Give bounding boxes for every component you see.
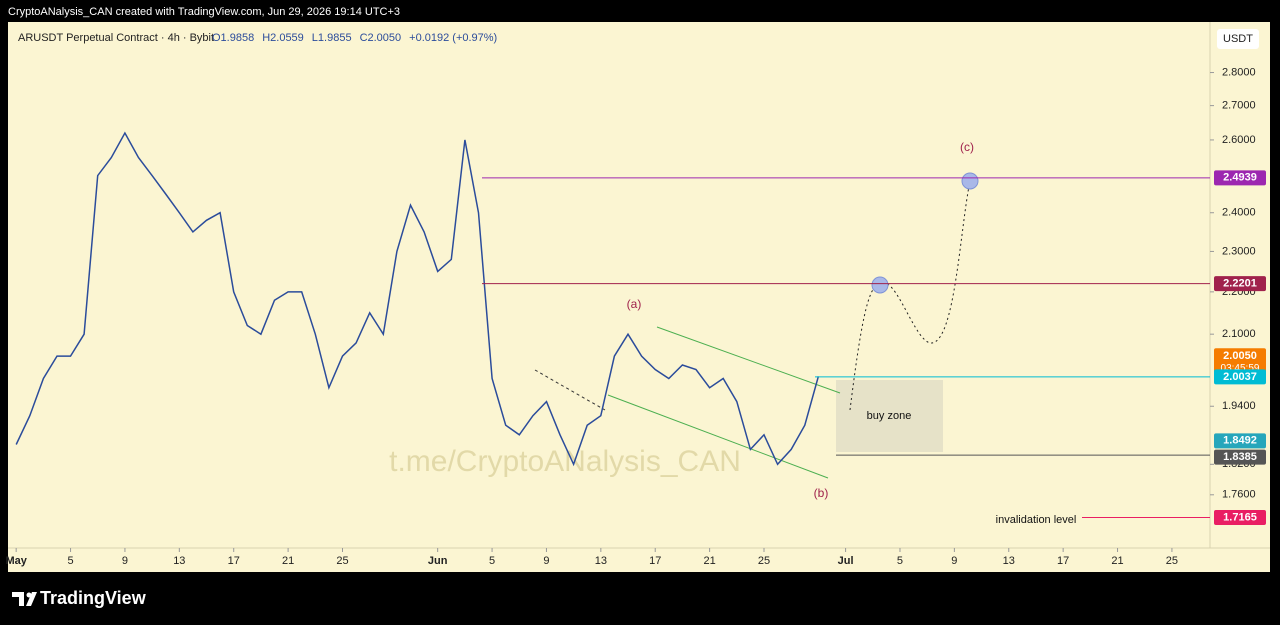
y-tick-label: 2.6000	[1222, 134, 1256, 146]
x-tick-label: 5	[67, 555, 73, 567]
x-tick-label: 21	[703, 555, 715, 567]
annotation: (c)	[960, 140, 974, 154]
price-label: 2.2201	[1223, 277, 1257, 289]
price-label-box	[1214, 369, 1266, 385]
footer-logo: TradingView	[40, 588, 147, 608]
annotation: invalidation level	[996, 514, 1077, 526]
currency: USDT	[1223, 33, 1253, 45]
x-tick-label: 9	[122, 555, 128, 567]
price-label: 1.8385	[1223, 451, 1257, 463]
price-label: 2.0037	[1223, 371, 1257, 383]
price-label: 1.8492	[1223, 435, 1257, 447]
annotation: (b)	[814, 486, 829, 500]
ohlc-legend: O1.9858 H2.0559 L1.9855 C2.0050 +0.0192 (+0.…	[212, 32, 497, 44]
x-tick-label: 25	[336, 555, 348, 567]
price-label: 2.0050	[1223, 350, 1257, 362]
ohlc-value: O1.9858	[212, 32, 254, 44]
x-tick-label: 17	[649, 555, 661, 567]
price-label: 1.7165	[1223, 511, 1257, 523]
x-tick-label: 5	[897, 555, 903, 567]
channel-line	[607, 394, 829, 479]
footer-bar	[0, 572, 1280, 625]
x-tick-label: 25	[1166, 555, 1178, 567]
y-tick-label: 2.4000	[1222, 207, 1256, 219]
y-tick-label: 2.7000	[1222, 100, 1256, 112]
header: CryptoANalysis_CAN created with TradingV…	[8, 6, 400, 18]
x-tick-label: 13	[173, 555, 185, 567]
x-tick-label: 13	[595, 555, 607, 567]
y-tick-label: 2.3000	[1222, 245, 1256, 257]
x-tick-label: 21	[282, 555, 294, 567]
price-label-box	[1214, 348, 1266, 377]
target-point	[871, 276, 889, 294]
target-point	[961, 172, 979, 190]
annotation: buy zone	[867, 410, 912, 422]
price-line	[15, 131, 820, 467]
x-tick-label: Jun	[428, 555, 448, 567]
currency-box	[1217, 29, 1259, 49]
x-tick-label: 17	[1057, 555, 1069, 567]
symbol-title: ARUSDT Perpetual Contract · 4h · Bybit	[18, 32, 214, 44]
buy-zone	[836, 380, 943, 452]
logo-icon	[26, 592, 32, 598]
x-tick-label: 9	[543, 555, 549, 567]
price-label-box	[1214, 276, 1266, 292]
price-label-box	[1214, 510, 1266, 526]
x-tick-label: 17	[228, 555, 240, 567]
annotation: (a)	[627, 297, 642, 311]
x-tick-label: 25	[758, 555, 770, 567]
ohlc-value: +0.0192 (+0.97%)	[409, 32, 497, 44]
projection	[849, 180, 971, 411]
ohlc-value: L1.9855	[312, 32, 352, 44]
ohlc-value: C2.0050	[360, 32, 402, 44]
price-label-box	[1214, 170, 1266, 186]
x-tick-label: Jul	[838, 555, 854, 567]
watermark: t.me/CryptoANalysis_CAN	[389, 445, 741, 478]
x-tick-label: May	[5, 555, 27, 567]
chart-area	[8, 22, 1270, 572]
x-tick-label: 21	[1111, 555, 1123, 567]
dashed-line	[534, 369, 606, 411]
y-tick-label: 2.8000	[1222, 66, 1256, 78]
plot: 2.80002.70002.60002.40002.30002.20002.10…	[5, 66, 1266, 567]
y-tick-label: 2.1000	[1222, 328, 1256, 340]
countdown: 03:45:59	[1221, 363, 1260, 374]
x-tick-label: 13	[1003, 555, 1015, 567]
price-label-box	[1214, 433, 1266, 449]
x-tick-label: 9	[951, 555, 957, 567]
y-tick-label: 1.9400	[1222, 400, 1256, 412]
price-label: 2.4939	[1223, 172, 1257, 184]
price-label-box	[1214, 449, 1266, 465]
y-tick-label: 1.7600	[1222, 489, 1256, 501]
x-tick-label: 5	[489, 555, 495, 567]
ohlc-value: H2.0559	[262, 32, 304, 44]
channel-line	[656, 326, 841, 394]
